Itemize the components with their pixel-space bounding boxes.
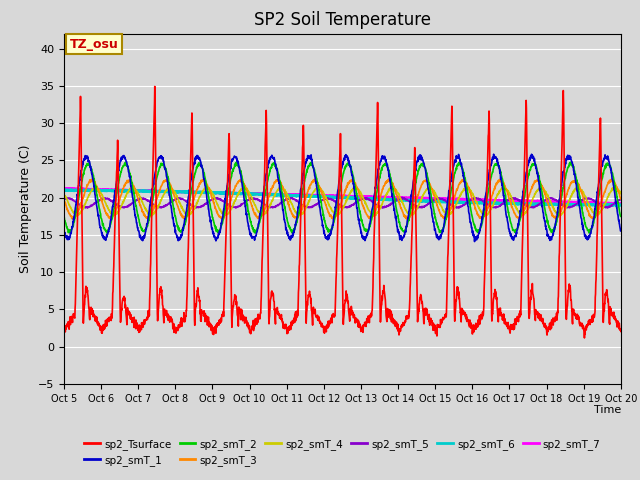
sp2_smT_2 — [617, 214, 625, 219]
sp2_Tsurface — [504, 325, 512, 331]
sp2_smT_1 — [568, 160, 576, 166]
sp2_smT_6 — [568, 202, 575, 207]
sp2_smT_2 — [505, 209, 513, 215]
sp2_Tsurface — [617, 328, 625, 334]
sp2_smT_4 — [216, 206, 223, 212]
sp2_smT_3 — [371, 210, 378, 216]
sp2_Tsurface — [568, 308, 575, 314]
sp2_smT_2 — [359, 223, 367, 228]
sp2_smT_5 — [371, 200, 378, 206]
sp2_smT_6 — [584, 202, 591, 207]
sp2_smT_6 — [67, 187, 75, 192]
sp2_smT_7 — [584, 200, 591, 205]
sp2_smT_5 — [617, 196, 625, 202]
Text: TZ_osu: TZ_osu — [70, 37, 118, 50]
sp2_smT_1 — [216, 231, 223, 237]
sp2_smT_1 — [471, 239, 479, 244]
sp2_Tsurface — [60, 325, 68, 331]
sp2_smT_7 — [371, 194, 379, 200]
sp2_smT_5 — [455, 205, 463, 211]
sp2_smT_2 — [216, 227, 223, 233]
sp2_smT_4 — [109, 213, 117, 219]
sp2_smT_5 — [584, 196, 591, 202]
sp2_smT_7 — [359, 194, 367, 200]
sp2_smT_6 — [60, 188, 68, 193]
sp2_smT_2 — [568, 160, 576, 166]
sp2_smT_7 — [65, 186, 72, 192]
sp2_smT_7 — [60, 186, 68, 192]
sp2_smT_4 — [60, 191, 68, 197]
sp2_Tsurface — [371, 213, 379, 219]
sp2_smT_4 — [568, 191, 576, 197]
Legend: sp2_Tsurface, sp2_smT_1, sp2_smT_2, sp2_smT_3, sp2_smT_4, sp2_smT_5, sp2_smT_6, : sp2_Tsurface, sp2_smT_1, sp2_smT_2, sp2_… — [80, 435, 605, 470]
sp2_Tsurface — [359, 323, 367, 328]
sp2_smT_1 — [371, 192, 378, 197]
sp2_smT_3 — [504, 191, 512, 197]
sp2_smT_6 — [504, 201, 512, 206]
sp2_smT_2 — [584, 228, 591, 233]
sp2_smT_1 — [617, 228, 625, 234]
sp2_smT_4 — [505, 189, 513, 195]
sp2_Tsurface — [151, 84, 159, 89]
sp2_smT_3 — [60, 196, 68, 202]
Line: sp2_Tsurface: sp2_Tsurface — [64, 86, 621, 338]
sp2_smT_5 — [216, 196, 223, 202]
sp2_smT_5 — [358, 196, 366, 202]
sp2_smT_3 — [358, 202, 366, 208]
sp2_smT_4 — [203, 184, 211, 190]
sp2_smT_7 — [617, 201, 625, 206]
sp2_smT_1 — [358, 235, 366, 240]
Line: sp2_smT_2: sp2_smT_2 — [64, 162, 621, 233]
Title: SP2 Soil Temperature: SP2 Soil Temperature — [254, 11, 431, 29]
sp2_smT_5 — [60, 197, 68, 203]
sp2_smT_2 — [122, 159, 129, 165]
Text: Time: Time — [593, 405, 621, 415]
sp2_smT_6 — [216, 190, 223, 196]
sp2_smT_2 — [252, 230, 259, 236]
sp2_smT_1 — [584, 237, 591, 242]
sp2_smT_3 — [216, 214, 223, 219]
Line: sp2_smT_4: sp2_smT_4 — [64, 187, 621, 216]
sp2_smT_7 — [568, 199, 575, 205]
Line: sp2_smT_1: sp2_smT_1 — [64, 154, 621, 241]
sp2_smT_3 — [568, 180, 575, 185]
Line: sp2_smT_5: sp2_smT_5 — [64, 197, 621, 208]
sp2_smT_5 — [568, 204, 576, 210]
Line: sp2_smT_6: sp2_smT_6 — [64, 190, 621, 205]
sp2_smT_1 — [505, 226, 513, 232]
sp2_smT_4 — [371, 212, 379, 218]
sp2_smT_7 — [612, 201, 620, 207]
Line: sp2_smT_7: sp2_smT_7 — [64, 189, 621, 204]
sp2_smT_3 — [552, 216, 560, 222]
sp2_smT_3 — [608, 176, 616, 182]
sp2_Tsurface — [584, 322, 591, 327]
Line: sp2_smT_3: sp2_smT_3 — [64, 179, 621, 219]
sp2_smT_5 — [398, 194, 406, 200]
sp2_smT_7 — [504, 198, 512, 204]
sp2_smT_6 — [359, 196, 367, 202]
sp2_smT_1 — [60, 229, 68, 235]
sp2_smT_6 — [371, 196, 379, 202]
sp2_smT_4 — [584, 199, 591, 205]
sp2_smT_7 — [216, 190, 223, 196]
sp2_smT_3 — [584, 206, 591, 212]
Y-axis label: Soil Temperature (C): Soil Temperature (C) — [19, 144, 33, 273]
sp2_smT_1 — [490, 151, 497, 157]
sp2_smT_2 — [371, 199, 379, 205]
sp2_smT_2 — [60, 214, 68, 220]
sp2_smT_6 — [617, 202, 625, 208]
sp2_smT_4 — [359, 194, 367, 200]
sp2_Tsurface — [580, 335, 588, 341]
sp2_smT_4 — [617, 191, 625, 196]
sp2_smT_3 — [617, 196, 625, 202]
sp2_smT_5 — [505, 197, 513, 203]
sp2_Tsurface — [216, 317, 223, 323]
sp2_smT_6 — [591, 203, 599, 208]
